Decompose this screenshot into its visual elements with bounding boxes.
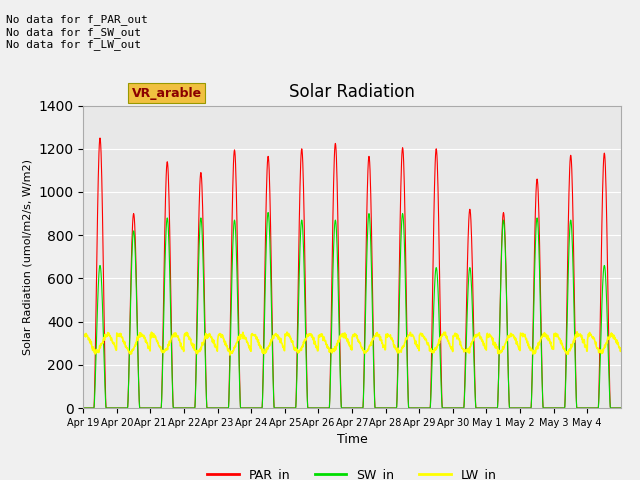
SW_in — [79, 405, 87, 411]
LW_in — [558, 342, 566, 348]
PAR_in — [338, 405, 346, 411]
Text: VR_arable: VR_arable — [132, 86, 202, 99]
PAR_in — [164, 160, 172, 166]
Text: No data for f_PAR_out
No data for f_SW_out
No data for f_LW_out: No data for f_PAR_out No data for f_SW_o… — [6, 14, 148, 50]
Line: LW_in: LW_in — [83, 332, 621, 355]
LW_in — [617, 346, 625, 351]
LW_in — [226, 352, 234, 358]
SW_in — [611, 405, 618, 411]
PAR_in — [617, 405, 625, 411]
X-axis label: Time: Time — [337, 433, 367, 446]
LW_in — [611, 336, 618, 342]
LW_in — [328, 350, 336, 356]
LW_in — [479, 340, 486, 346]
PAR_in — [96, 135, 104, 141]
LW_in — [338, 332, 346, 337]
LW_in — [163, 345, 171, 351]
LW_in — [573, 329, 581, 335]
SW_in — [328, 314, 336, 320]
SW_in — [163, 215, 171, 221]
LW_in — [79, 331, 87, 336]
Y-axis label: Solar Radiation (umol/m2/s, W/m2): Solar Radiation (umol/m2/s, W/m2) — [23, 159, 33, 355]
PAR_in — [558, 405, 566, 411]
PAR_in — [611, 405, 618, 411]
SW_in — [617, 405, 625, 411]
PAR_in — [479, 405, 486, 411]
SW_in — [338, 405, 346, 411]
SW_in — [479, 405, 486, 411]
Line: PAR_in: PAR_in — [83, 138, 621, 408]
Line: SW_in: SW_in — [83, 213, 621, 408]
SW_in — [264, 210, 272, 216]
PAR_in — [328, 277, 336, 283]
PAR_in — [79, 405, 87, 411]
SW_in — [558, 405, 566, 411]
Title: Solar Radiation: Solar Radiation — [289, 83, 415, 101]
Legend: PAR_in, SW_in, LW_in: PAR_in, SW_in, LW_in — [202, 463, 502, 480]
